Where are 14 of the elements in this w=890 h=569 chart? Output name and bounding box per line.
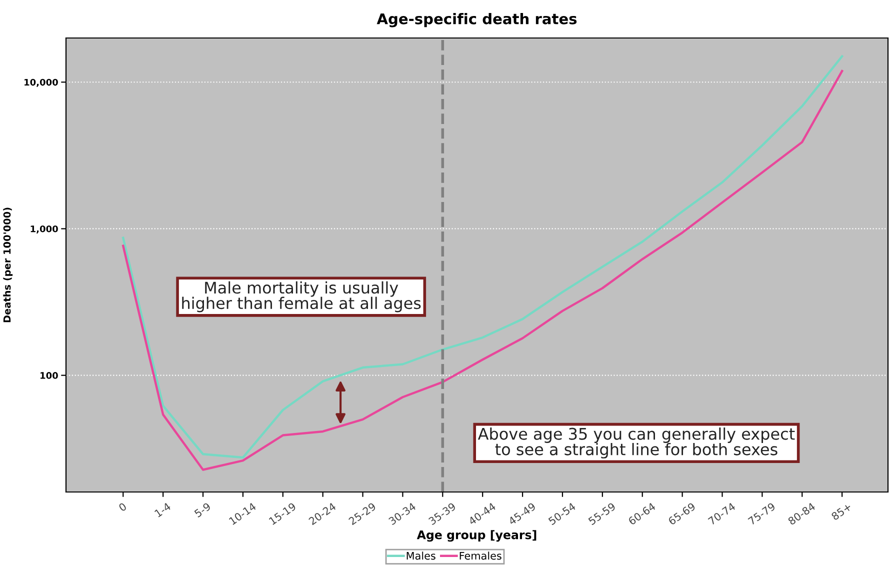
x-tick-label: 1-4	[154, 502, 172, 518]
x-tick-label: 85+	[830, 502, 852, 521]
annotation: Male mortality is usually higher than female at all ages	[182, 281, 421, 312]
legend-label: Males	[406, 552, 436, 560]
y-axis-title: Deaths (per 100'000)	[3, 208, 13, 322]
legend-label: Females	[460, 552, 502, 560]
y-tick-label: 100	[40, 372, 58, 379]
y-tick-label: 1,000	[30, 225, 58, 234]
y-tick-label: 10,000	[24, 78, 58, 87]
x-tick-label: 0	[118, 502, 127, 512]
annotation: Above age 35 you can generally expect to see a straight line for both sexes	[478, 428, 795, 458]
x-axis-title: Age group [years]	[416, 530, 536, 542]
chart-title: Age-specific death rates	[376, 13, 577, 28]
x-tick-label: 5-9	[194, 502, 212, 518]
